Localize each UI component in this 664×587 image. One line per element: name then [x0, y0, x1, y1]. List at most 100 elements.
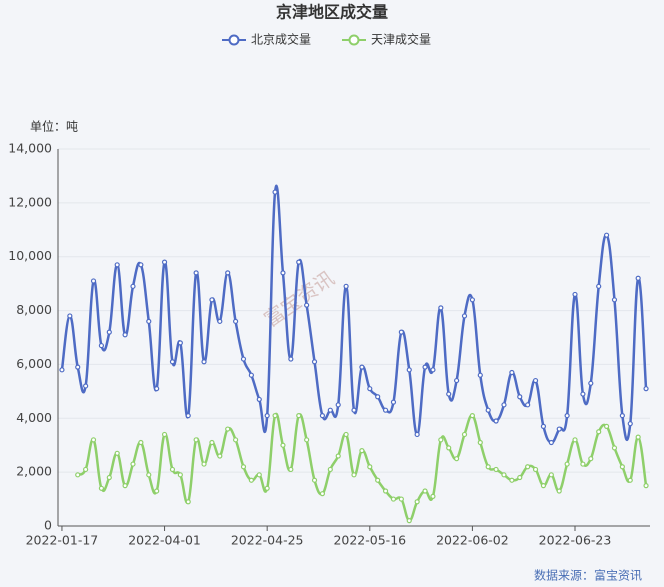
data-point: [430, 367, 436, 373]
data-point: [311, 359, 318, 365]
data-point: [272, 412, 278, 419]
x-tick-label: 2022-06-23: [539, 533, 612, 548]
x-tick-label: 2022-05-16: [333, 533, 406, 548]
data-point: [461, 431, 468, 438]
data-point: [493, 418, 499, 424]
data-point: [359, 448, 365, 454]
data-point: [572, 291, 578, 298]
data-point: [130, 461, 136, 467]
data-point: [422, 364, 428, 370]
data-point: [382, 407, 389, 413]
data-point: [430, 493, 436, 499]
data-point: [335, 402, 341, 408]
data-point: [611, 445, 618, 451]
data-point: [406, 518, 412, 524]
data-point: [517, 394, 523, 400]
data-point: [532, 377, 539, 384]
data-point: [201, 461, 207, 467]
data-point: [477, 439, 483, 446]
data-point: [525, 464, 531, 470]
data-point: [461, 313, 468, 319]
data-point: [469, 412, 475, 419]
data-point: [588, 380, 594, 386]
data-point: [485, 464, 491, 470]
data-point: [209, 297, 215, 303]
data-point: [146, 472, 152, 478]
data-point: [580, 391, 586, 397]
data-point: [114, 262, 120, 268]
data-point: [193, 270, 199, 276]
data-point: [233, 318, 239, 324]
data-point: [75, 472, 81, 478]
data-point: [169, 466, 176, 473]
data-point: [580, 461, 586, 467]
data-point: [185, 412, 191, 419]
data-point: [367, 386, 373, 392]
data-point: [67, 313, 73, 319]
data-point: [603, 232, 610, 238]
data-point: [138, 439, 144, 446]
data-point: [398, 329, 404, 335]
y-tick-label: 14,000: [8, 141, 52, 156]
data-point: [327, 407, 333, 413]
data-point: [240, 464, 247, 470]
x-tick-label: 2022-06-02: [436, 533, 509, 548]
data-point: [296, 259, 302, 265]
data-point: [114, 450, 120, 456]
data-point: [382, 488, 389, 494]
data-point: [454, 456, 460, 462]
legend-marker: [228, 34, 240, 46]
source: 数据来源：富宝资讯: [534, 568, 642, 583]
data-point: [161, 431, 168, 438]
data-point: [572, 437, 578, 443]
data-point: [327, 466, 333, 473]
data-point: [627, 421, 633, 427]
data-point: [122, 483, 128, 489]
data-point: [509, 477, 515, 483]
data-point: [501, 402, 507, 408]
y-tick-label: 12,000: [8, 194, 52, 209]
y-tick-label: 8,000: [16, 302, 52, 317]
data-point: [209, 439, 215, 446]
data-point: [122, 332, 128, 338]
data-point: [556, 488, 562, 494]
data-point: [240, 356, 247, 362]
y-tick-label: 6,000: [16, 356, 52, 371]
unit-label: 单位：吨: [30, 119, 78, 134]
data-point: [319, 491, 326, 497]
data-point: [169, 359, 176, 365]
data-point: [619, 464, 625, 470]
data-point: [106, 474, 112, 481]
data-point: [556, 426, 562, 432]
data-point: [390, 399, 397, 405]
data-point: [438, 437, 444, 443]
data-point: [217, 318, 223, 324]
data-point: [154, 488, 160, 494]
data-point: [501, 472, 507, 478]
legend-label: 天津成交量: [371, 32, 431, 47]
data-point: [367, 464, 373, 470]
data-point: [454, 377, 460, 384]
y-tick-label: 2,000: [16, 464, 52, 479]
data-point: [185, 499, 191, 505]
data-point: [635, 275, 641, 281]
data-point: [375, 394, 381, 400]
data-point: [406, 367, 412, 373]
data-point: [90, 278, 97, 284]
data-point: [319, 412, 326, 419]
data-point: [540, 423, 547, 429]
data-point: [201, 359, 207, 365]
data-point: [525, 402, 531, 408]
data-point: [288, 356, 294, 362]
chart-title: 京津地区成交量: [276, 3, 388, 22]
data-point: [75, 364, 81, 370]
data-point: [446, 391, 452, 397]
series-line: [60, 184, 648, 444]
data-point: [90, 437, 97, 443]
data-point: [311, 477, 318, 483]
data-point: [304, 302, 310, 308]
data-point: [493, 466, 499, 473]
data-point: [264, 412, 270, 419]
data-point: [343, 431, 349, 438]
